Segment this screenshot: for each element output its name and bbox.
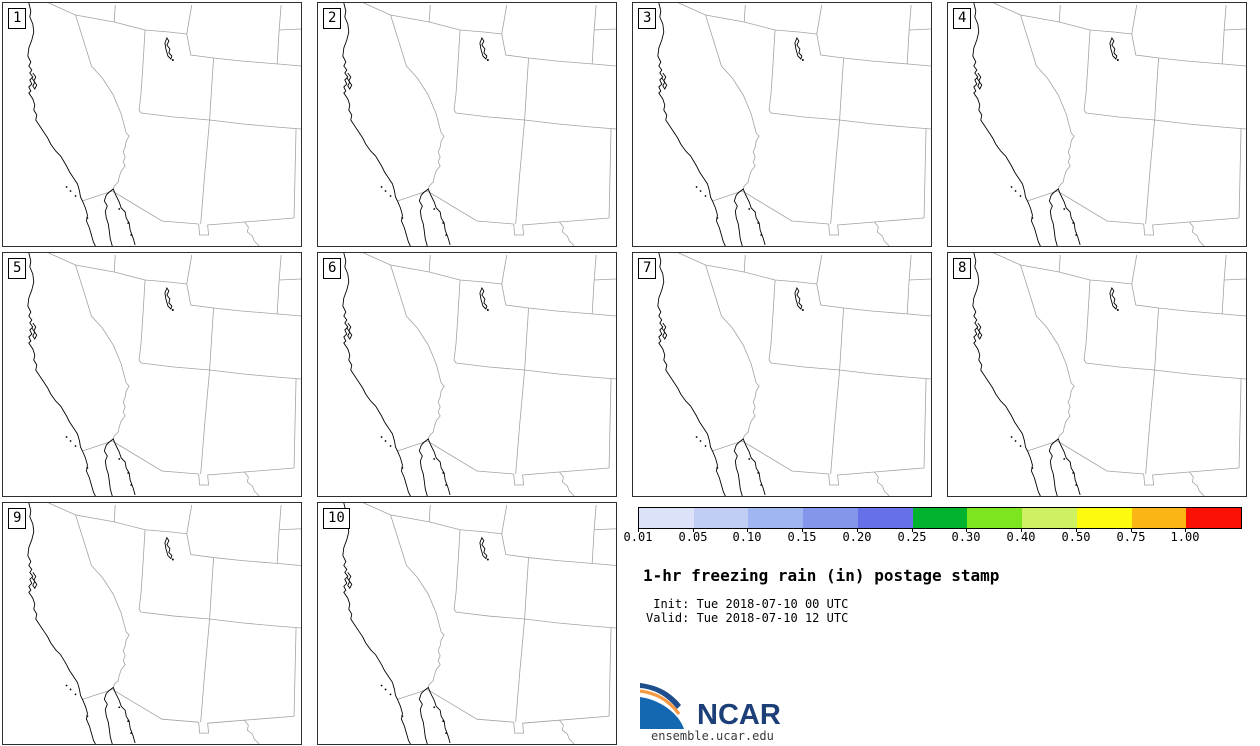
colorbar-segment-6 xyxy=(912,508,968,528)
sw-us-map xyxy=(342,253,616,496)
colorbar-segment-10 xyxy=(1131,508,1187,528)
colorbar-tick xyxy=(802,528,803,532)
plot-title: 1-hr freezing rain (in) postage stamp xyxy=(643,566,1000,585)
colorbar-tick xyxy=(1021,528,1022,532)
panel-number-badge: 10 xyxy=(323,508,350,529)
panel-7: 7 xyxy=(632,252,932,497)
colorbar-tick-label: 0.15 xyxy=(787,530,817,544)
colorbar-tick xyxy=(747,528,748,532)
panel-10: 10 xyxy=(317,502,617,745)
sw-us-map xyxy=(27,253,301,496)
panel-9: 9 xyxy=(2,502,302,745)
colorbar xyxy=(638,507,1242,529)
panel-6: 6 xyxy=(317,252,617,497)
panel-8: 8 xyxy=(947,252,1247,497)
colorbar-tick-label: 0.01 xyxy=(623,530,653,544)
sw-us-map xyxy=(657,253,931,496)
sw-us-map xyxy=(972,253,1246,496)
colorbar-segment-8 xyxy=(1022,508,1077,528)
colorbar-tick xyxy=(1076,528,1077,532)
colorbar-tick-label: 0.30 xyxy=(951,530,981,544)
ncar-logo-navy-band xyxy=(640,683,681,709)
panel-1: 1 xyxy=(2,2,302,247)
colorbar-segment-2 xyxy=(693,508,749,528)
colorbar-tick xyxy=(1131,528,1132,532)
sw-us-map xyxy=(342,3,616,246)
colorbar-tick-label: 0.20 xyxy=(842,530,872,544)
colorbar-segment-9 xyxy=(1076,508,1132,528)
panel-number-badge: 4 xyxy=(953,8,972,29)
init-time: Init: Tue 2018-07-10 00 UTC xyxy=(646,597,849,611)
ncar-logo-icon xyxy=(640,683,684,729)
panel-number-badge: 5 xyxy=(8,258,27,279)
sw-us-map xyxy=(27,3,301,246)
colorbar-segment-4 xyxy=(803,508,858,528)
colorbar-tick xyxy=(693,528,694,532)
colorbar-tick-label: 0.50 xyxy=(1061,530,1091,544)
panel-number-badge: 1 xyxy=(8,8,27,29)
panel-4: 4 xyxy=(947,2,1247,247)
colorbar-tick-label: 0.40 xyxy=(1006,530,1036,544)
ncar-wordmark: NCAR xyxy=(697,699,781,731)
colorbar-tick xyxy=(966,528,967,532)
panel-number-badge: 7 xyxy=(638,258,657,279)
colorbar-segment-7 xyxy=(967,508,1023,528)
colorbar-segment-1 xyxy=(639,508,694,528)
colorbar-tick-label: 0.10 xyxy=(732,530,762,544)
panel-number-badge: 3 xyxy=(638,8,657,29)
colorbar-tick xyxy=(638,528,639,532)
panel-5: 5 xyxy=(2,252,302,497)
colorbar-tick-label: 0.05 xyxy=(678,530,708,544)
colorbar-tick-label: 0.25 xyxy=(897,530,927,544)
colorbar-segment-11 xyxy=(1186,508,1242,528)
colorbar-tick xyxy=(1185,528,1186,532)
sw-us-map xyxy=(972,3,1246,246)
panel-3: 3 xyxy=(632,2,932,247)
panel-number-badge: 2 xyxy=(323,8,342,29)
sw-us-map xyxy=(27,503,301,744)
colorbar-segment-3 xyxy=(748,508,804,528)
colorbar-tick-label: 1.00 xyxy=(1170,530,1200,544)
sw-us-map xyxy=(657,3,931,246)
panel-number-badge: 6 xyxy=(323,258,342,279)
ncar-logo-orange-band xyxy=(640,689,681,715)
colorbar-tick xyxy=(857,528,858,532)
ncar-logo-blue-band xyxy=(640,697,684,729)
ensemble-website-text: ensemble.ucar.edu xyxy=(651,729,774,743)
panel-number-badge: 9 xyxy=(8,508,27,529)
panel-2: 2 xyxy=(317,2,617,247)
colorbar-segment-5 xyxy=(857,508,913,528)
valid-time: Valid: Tue 2018-07-10 12 UTC xyxy=(646,611,849,625)
colorbar-tick-label: 0.75 xyxy=(1116,530,1146,544)
sw-us-map xyxy=(342,503,616,744)
panel-number-badge: 8 xyxy=(953,258,972,279)
colorbar-tick xyxy=(912,528,913,532)
